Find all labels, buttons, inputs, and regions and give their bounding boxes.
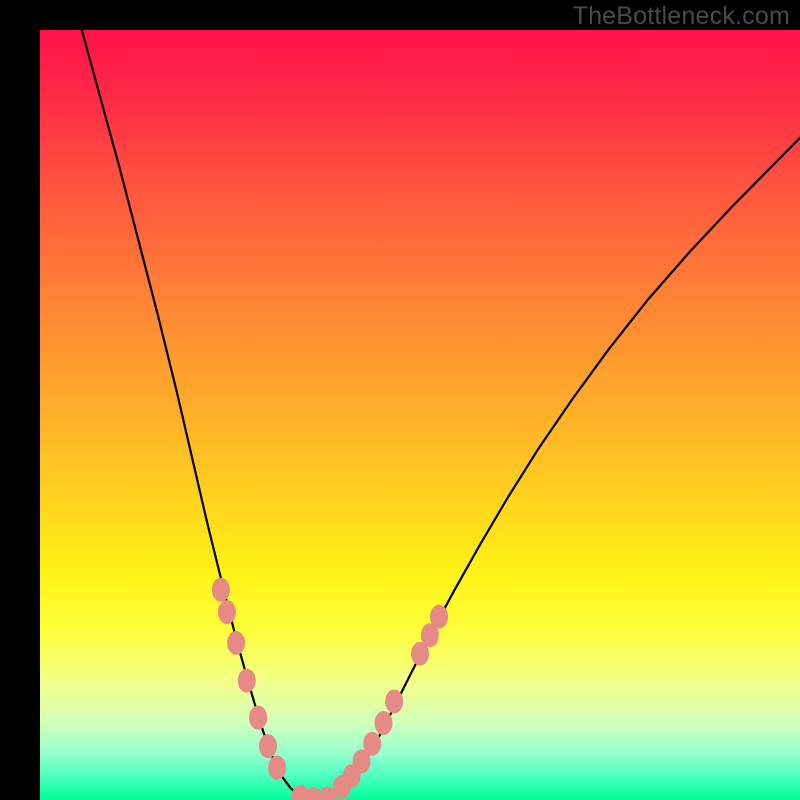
curve-marker bbox=[333, 775, 351, 799]
curve-marker bbox=[218, 600, 236, 624]
curve-marker bbox=[352, 750, 370, 774]
gradient-background bbox=[40, 30, 800, 800]
curve-marker bbox=[363, 732, 381, 756]
curve-marker bbox=[421, 623, 439, 647]
curve-marker bbox=[249, 706, 267, 730]
marker-group bbox=[212, 578, 448, 800]
plot-area bbox=[40, 30, 800, 800]
curve-marker bbox=[375, 711, 393, 735]
curve-marker bbox=[227, 631, 245, 655]
curve-marker bbox=[238, 669, 256, 693]
bottleneck-curve bbox=[82, 30, 800, 800]
curve-marker bbox=[292, 785, 310, 800]
chart-container: TheBottleneck.com bbox=[0, 0, 800, 800]
plot-svg bbox=[40, 30, 800, 800]
curve-marker bbox=[259, 734, 277, 758]
curve-marker bbox=[411, 642, 429, 666]
curve-marker bbox=[305, 787, 323, 800]
curve-marker bbox=[268, 756, 286, 780]
curve-marker bbox=[343, 764, 361, 788]
curve-marker bbox=[385, 689, 403, 713]
curve-marker bbox=[318, 786, 336, 800]
watermark-label: TheBottleneck.com bbox=[573, 2, 790, 31]
curve-marker bbox=[212, 578, 230, 602]
curve-marker bbox=[430, 605, 448, 629]
